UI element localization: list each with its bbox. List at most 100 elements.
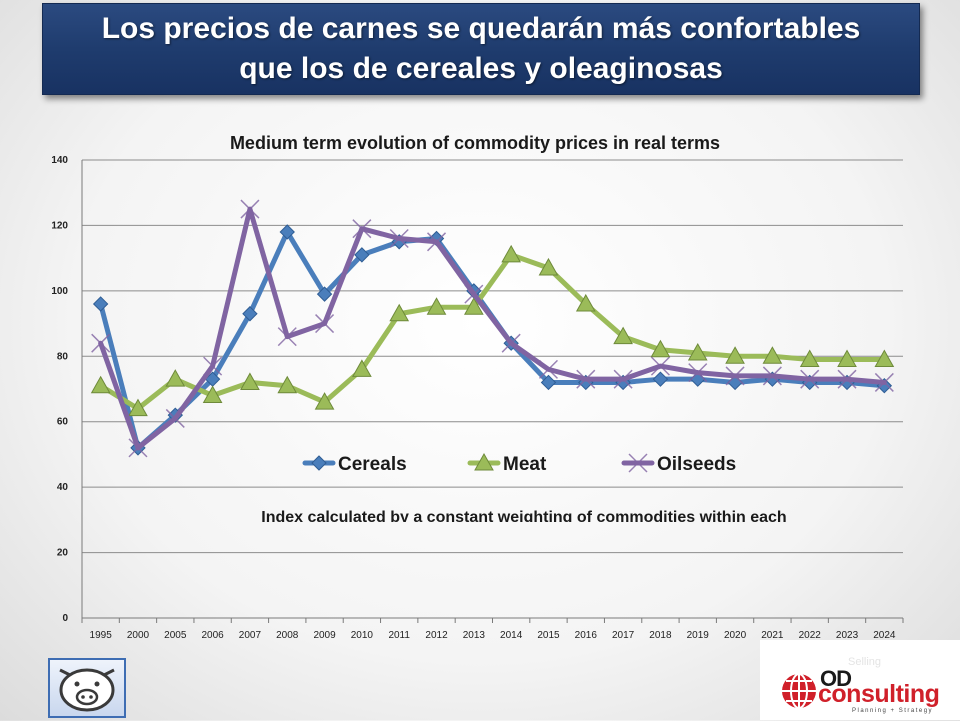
series-meat xyxy=(90,244,895,417)
title-banner: Los precios de carnes se quedarán más co… xyxy=(42,3,920,95)
data-point-meat xyxy=(314,392,335,410)
chart-axes: 0 20 40 60 80 100 120 140 1995 2000 2005 2006 2007 20… xyxy=(51,155,904,640)
marker-stroke xyxy=(501,333,521,353)
data-point-oilseeds xyxy=(725,366,745,386)
data-point-oilseeds xyxy=(501,333,521,353)
marker-stroke xyxy=(464,284,484,304)
x-tick-label: 2023 xyxy=(836,630,859,640)
data-point-oilseeds xyxy=(240,199,260,219)
y-tick-label: 20 xyxy=(57,548,69,559)
marker-stroke xyxy=(837,369,857,389)
data-point-meat xyxy=(687,342,708,361)
x-tick-label: 2006 xyxy=(201,630,224,640)
data-point-cereals xyxy=(242,306,258,322)
y-tick-label: 120 xyxy=(51,220,68,231)
data-point-meat xyxy=(426,297,447,315)
data-point-meat xyxy=(613,326,633,345)
data-point-meat xyxy=(874,349,895,368)
marker-stroke xyxy=(277,327,297,347)
x-tick-label: 2020 xyxy=(724,630,747,640)
pig-logo xyxy=(48,658,126,718)
y-tick-label: 60 xyxy=(57,417,69,428)
legend-label: Oilseeds xyxy=(657,454,736,475)
y-tick-label: 100 xyxy=(51,286,68,297)
x-tick-label: 2022 xyxy=(799,630,822,640)
legend-label: Meat xyxy=(503,454,547,475)
x-tick-label: 2011 xyxy=(388,630,410,640)
series-cereals xyxy=(92,224,893,456)
x-tick-label: 2014 xyxy=(500,630,523,640)
x-tick-label: 2015 xyxy=(537,630,560,640)
data-point-meat xyxy=(352,359,372,377)
data-point-oilseeds xyxy=(874,372,894,392)
data-point-oilseeds xyxy=(650,356,670,376)
data-point-cereals xyxy=(92,296,109,312)
data-point-meat xyxy=(165,369,186,387)
x-tick-label: 2021 xyxy=(761,630,784,640)
chart-grid xyxy=(82,159,903,619)
chart-series xyxy=(90,199,895,458)
data-point-oilseeds xyxy=(837,369,857,389)
od-label: OD xyxy=(820,666,852,691)
data-point-meat xyxy=(202,385,223,404)
data-point-meat xyxy=(463,297,484,315)
marker-stroke xyxy=(650,356,670,376)
marker-stroke xyxy=(389,228,409,249)
page-title: Los precios de carnes se quedarán más co… xyxy=(61,9,901,89)
legend-item-cereals: Cereals xyxy=(302,454,407,475)
x-tick-label: 2005 xyxy=(164,630,187,640)
marker-stroke xyxy=(613,369,633,389)
title-line-2: que los de cereales y oleaginosas xyxy=(239,52,723,85)
x-tick-label: 2013 xyxy=(463,630,486,640)
data-point-cereals xyxy=(540,374,557,391)
data-point-meat xyxy=(650,339,671,358)
x-tick-label: 2009 xyxy=(313,630,336,640)
x-tick-label: 2012 xyxy=(425,630,448,640)
data-point-meat xyxy=(90,375,111,394)
data-point-oilseeds xyxy=(352,219,372,239)
x-tick-label: 2010 xyxy=(351,630,374,640)
data-point-oilseeds xyxy=(464,284,484,304)
marker-stroke xyxy=(91,333,111,353)
data-point-oilseeds xyxy=(800,369,820,389)
x-tick-label: 2000 xyxy=(127,630,150,640)
legend-item-oilseeds: Oilseeds xyxy=(621,453,736,475)
series-line-meat xyxy=(98,252,887,412)
marker-stroke xyxy=(538,359,559,379)
data-point-oilseeds xyxy=(128,438,148,458)
marker-stroke xyxy=(800,369,820,389)
marker-stroke xyxy=(352,219,372,239)
marker-stroke xyxy=(725,366,745,386)
data-point-oilseeds xyxy=(576,369,596,389)
od-consulting-logo: Selling OD consulting Planning + Strateg… xyxy=(760,640,960,720)
x-tick-label: 2016 xyxy=(575,630,598,640)
faint-label: Selling xyxy=(848,656,882,668)
data-point-oilseeds xyxy=(165,408,185,428)
line-chart: 0 20 40 60 80 100 120 140 1995 2000 2005 2006 2007 20… xyxy=(51,133,904,640)
marker-stroke xyxy=(128,438,148,458)
data-point-cereals xyxy=(279,224,295,240)
data-point-cereals xyxy=(652,371,669,387)
marker-stroke xyxy=(203,356,223,376)
chart-legend: Cereals Meat Oilseeds xyxy=(302,452,736,475)
data-point-meat xyxy=(762,346,783,364)
series-oilseeds xyxy=(91,199,894,458)
marker-stroke xyxy=(165,408,185,428)
legend-label: Cereals xyxy=(338,454,407,475)
data-point-meat xyxy=(575,293,596,312)
tagline: Planning + Strategy xyxy=(852,708,934,714)
chart-texts: Medium term evolution of commodity price… xyxy=(230,133,787,522)
data-point-meat xyxy=(277,375,298,394)
legend-marker xyxy=(474,452,494,471)
marker-stroke xyxy=(628,453,648,473)
chart-title: Medium term evolution of commodity price… xyxy=(230,133,720,153)
y-tick-label: 80 xyxy=(57,351,69,362)
marker-stroke xyxy=(762,366,782,386)
globe-icon xyxy=(782,673,816,709)
data-point-oilseeds xyxy=(762,366,782,386)
y-tick-label: 140 xyxy=(51,155,68,166)
data-point-meat xyxy=(240,372,260,390)
x-tick-label: 2018 xyxy=(649,630,672,640)
data-point-oilseeds xyxy=(203,356,223,376)
x-tick-label: 2008 xyxy=(276,630,299,640)
